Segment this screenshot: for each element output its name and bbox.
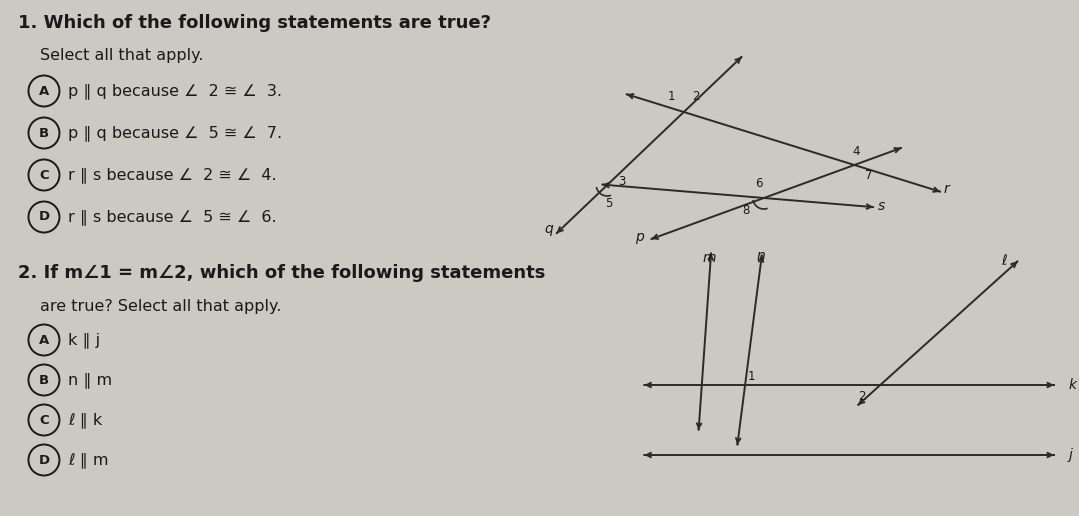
Text: 3: 3 xyxy=(618,174,626,187)
Text: 7: 7 xyxy=(864,169,872,182)
Text: 4: 4 xyxy=(852,144,860,157)
Text: 2: 2 xyxy=(859,391,866,404)
Text: A: A xyxy=(39,333,49,347)
Text: p ∥ q because ∠ 2 ≅ ∠ 3.: p ∥ q because ∠ 2 ≅ ∠ 3. xyxy=(68,83,282,99)
Text: D: D xyxy=(39,211,50,223)
Text: B: B xyxy=(39,126,49,139)
Text: s: s xyxy=(877,199,885,213)
Text: 8: 8 xyxy=(742,203,750,217)
Text: p ∥ q because ∠ 5 ≅ ∠ 7.: p ∥ q because ∠ 5 ≅ ∠ 7. xyxy=(68,125,282,141)
Text: m: m xyxy=(702,251,716,265)
Text: ℓ ∥ k: ℓ ∥ k xyxy=(68,412,103,428)
Text: B: B xyxy=(39,374,49,386)
Text: 2: 2 xyxy=(692,89,699,103)
Text: 5: 5 xyxy=(605,197,613,209)
Text: q: q xyxy=(544,222,552,236)
Text: ℓ ∥ m: ℓ ∥ m xyxy=(68,452,108,468)
Text: C: C xyxy=(39,413,49,427)
Text: k ∥ j: k ∥ j xyxy=(68,332,100,348)
Text: k: k xyxy=(1069,378,1077,392)
Text: n: n xyxy=(756,249,766,263)
Text: D: D xyxy=(39,454,50,466)
Text: A: A xyxy=(39,85,49,98)
Text: 1: 1 xyxy=(668,89,675,103)
Text: 6: 6 xyxy=(755,176,763,189)
Text: 1: 1 xyxy=(748,370,755,383)
Text: C: C xyxy=(39,169,49,182)
Text: ℓ: ℓ xyxy=(1001,254,1007,268)
Text: 2. If m∠1 = m∠2, which of the following statements: 2. If m∠1 = m∠2, which of the following … xyxy=(18,264,545,282)
Text: r ∥ s because ∠ 5 ≅ ∠ 6.: r ∥ s because ∠ 5 ≅ ∠ 6. xyxy=(68,209,276,225)
Text: j: j xyxy=(1069,448,1073,462)
Text: r: r xyxy=(943,182,950,196)
Text: are true? Select all that apply.: are true? Select all that apply. xyxy=(40,299,282,314)
Text: Select all that apply.: Select all that apply. xyxy=(40,48,204,63)
Text: p: p xyxy=(634,230,643,244)
Text: n ∥ m: n ∥ m xyxy=(68,372,112,388)
Text: r ∥ s because ∠ 2 ≅ ∠ 4.: r ∥ s because ∠ 2 ≅ ∠ 4. xyxy=(68,167,276,183)
Text: 1. Which of the following statements are true?: 1. Which of the following statements are… xyxy=(18,14,491,32)
